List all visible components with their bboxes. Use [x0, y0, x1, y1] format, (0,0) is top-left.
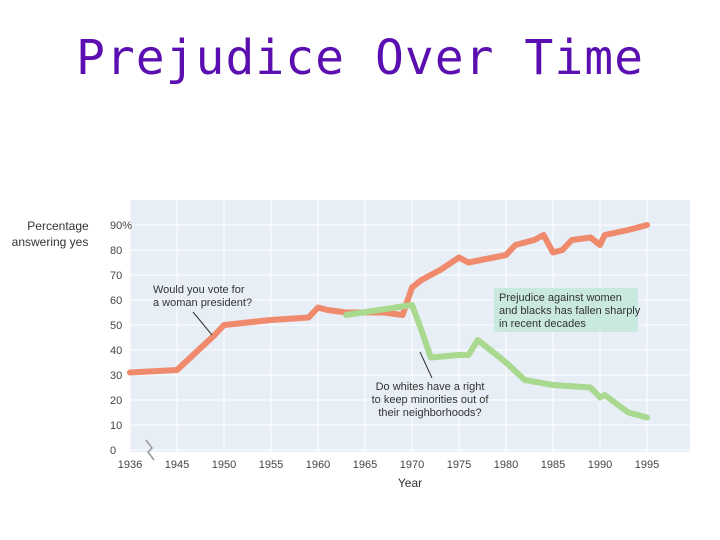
- annotation-whites-right-line-3: their neighborhoods?: [378, 407, 481, 419]
- annotation-woman-president-line-1: Would you vote for: [153, 284, 245, 296]
- x-tick-label: 1980: [494, 459, 518, 471]
- x-tick-label: 1965: [353, 459, 377, 471]
- annotation-woman-president-line-2: a woman president?: [153, 297, 252, 309]
- annotation-whites-right-line-2: to keep minorities out of: [372, 394, 490, 406]
- x-tick-label: 1955: [259, 459, 283, 471]
- x-tick-label: 1970: [400, 459, 424, 471]
- y-tick-label: 10: [110, 420, 122, 432]
- x-tick-label: 1985: [541, 459, 565, 471]
- summary-box-line-2: and blacks has fallen sharply: [499, 305, 641, 317]
- y-axis-label-line-1: Percentage: [27, 219, 89, 233]
- x-tick-labels: 1936 1945 1950 1955 1960 1965 1970 1975 1980 1985…: [118, 459, 659, 471]
- x-tick-label: 1960: [306, 459, 330, 471]
- x-axis-label: Year: [398, 476, 422, 490]
- annotation-whites-right-line-1: Do whites have a right: [376, 381, 485, 393]
- annotation-woman-president-leader: [192, 311, 213, 336]
- y-tick-label: 0: [110, 445, 116, 457]
- summary-box-line-1: Prejudice against women: [499, 292, 622, 304]
- series-line-woman-president: [127, 222, 650, 376]
- annotation-whites-right-leader: [419, 351, 433, 379]
- x-tick-label: 1995: [635, 459, 659, 471]
- x-tick-label: 1950: [212, 459, 236, 471]
- x-tick-label: 1945: [165, 459, 189, 471]
- y-tick-labels: 0 10 20 30 40 50 60 70 80 90%: [110, 220, 132, 457]
- x-tick-label: 1990: [588, 459, 612, 471]
- y-tick-label: 30: [110, 370, 122, 382]
- x-tick-label: 1975: [447, 459, 471, 471]
- summary-box-line-3: in recent decades: [499, 318, 586, 330]
- axis-break-marker: [145, 439, 155, 461]
- y-tick-label: 40: [110, 345, 122, 357]
- summary-box: [494, 288, 638, 332]
- y-axis-label-line-2: answering yes: [12, 235, 89, 249]
- series-lines: [127, 222, 650, 421]
- y-tick-label: 60: [110, 295, 122, 307]
- slide-title: Prejudice Over Time: [75, 30, 645, 86]
- y-tick-label: 90%: [110, 220, 132, 232]
- y-tick-label: 50: [110, 320, 122, 332]
- x-tick-label: 1936: [118, 459, 142, 471]
- y-tick-label: 80: [110, 245, 122, 257]
- series-line-whites-right: [343, 302, 650, 421]
- y-tick-label: 20: [110, 395, 122, 407]
- y-tick-label: 70: [110, 270, 122, 282]
